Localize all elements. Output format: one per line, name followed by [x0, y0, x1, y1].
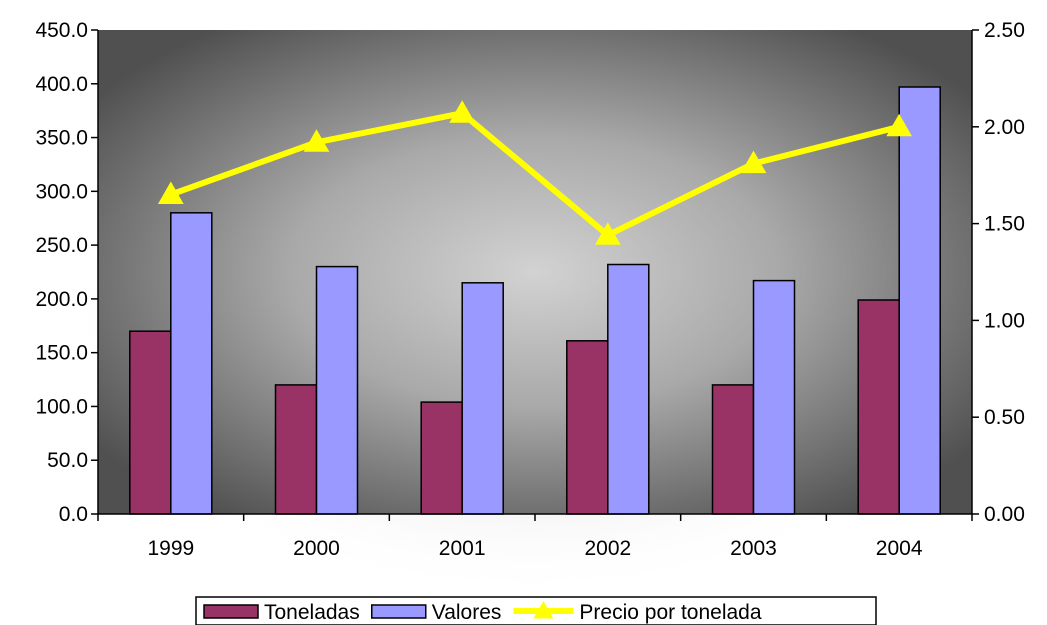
legend-marker	[533, 601, 554, 619]
legend-label: Precio por tonelada	[579, 601, 761, 624]
y-left-tick-label: 250.0	[35, 234, 88, 257]
y-left-tick-label: 200.0	[35, 288, 88, 311]
bar-valores-2002	[607, 263, 650, 515]
y-left-tick-label: 400.0	[35, 73, 88, 96]
legend-swatch	[203, 604, 259, 619]
y-left-tick-label: 100.0	[35, 395, 88, 418]
bars-layer	[129, 86, 941, 515]
line-marker-1999	[157, 181, 184, 205]
y-left-tick-label: 350.0	[35, 127, 88, 150]
bar-toneladas-2000	[274, 384, 318, 515]
series-line-precio-por-tonelada	[169, 110, 900, 239]
y-left-tick-label: 150.0	[35, 342, 88, 365]
x-tick-label: 2003	[730, 537, 777, 560]
y-left-tick-label: 300.0	[35, 180, 88, 203]
bar-toneladas-2004	[857, 299, 900, 515]
line-marker-2002	[594, 222, 621, 245]
y-right-tick-label: 0.50	[984, 406, 1025, 429]
line-marker-2000	[303, 129, 330, 152]
y-right-tick-label: 2.50	[984, 19, 1025, 42]
bar-toneladas-2001	[420, 401, 463, 515]
x-tick-label: 2004	[876, 537, 923, 560]
bar-valores-2004	[898, 86, 941, 515]
bar-valores-1999	[170, 212, 213, 515]
x-tick-label: 2000	[293, 537, 340, 560]
y-left-tick-label: 0.0	[59, 503, 88, 526]
y-right-tick-label: 0.00	[984, 503, 1025, 526]
bar-toneladas-2003	[711, 384, 755, 515]
y-right-tick-label: 1.50	[984, 213, 1025, 236]
legend-swatch	[371, 604, 427, 619]
x-tick-label: 2001	[439, 537, 486, 560]
bar-toneladas-1999	[129, 330, 172, 515]
y-left-tick-label: 50.0	[47, 449, 88, 472]
line-marker-2004	[886, 113, 913, 137]
axes-layer	[91, 29, 979, 521]
y-right-tick-label: 2.00	[984, 116, 1025, 139]
bar-valores-2003	[752, 279, 796, 515]
labels-layer: 0.0 50.0 100.0 150.0 200.0 250.0 300.0 350.0 400…	[35, 19, 1024, 560]
bar-toneladas-2002	[566, 340, 609, 515]
legend-label: Valores	[432, 601, 502, 624]
bar-valores-2001	[461, 282, 504, 515]
bar-valores-2000	[315, 265, 359, 515]
legend-label: Toneladas	[264, 601, 360, 624]
y-left-tick-label: 450.0	[35, 19, 88, 42]
x-tick-label: 2002	[584, 537, 631, 560]
plot-area	[98, 30, 972, 514]
x-tick-label: 1999	[147, 537, 194, 560]
line-marker-2001	[449, 100, 476, 123]
line-marker-2003	[740, 150, 767, 174]
line-layer	[157, 100, 913, 245]
legend: Toneladas Valores Precio por tonelada	[195, 596, 877, 625]
y-right-tick-label: 1.00	[984, 309, 1025, 332]
